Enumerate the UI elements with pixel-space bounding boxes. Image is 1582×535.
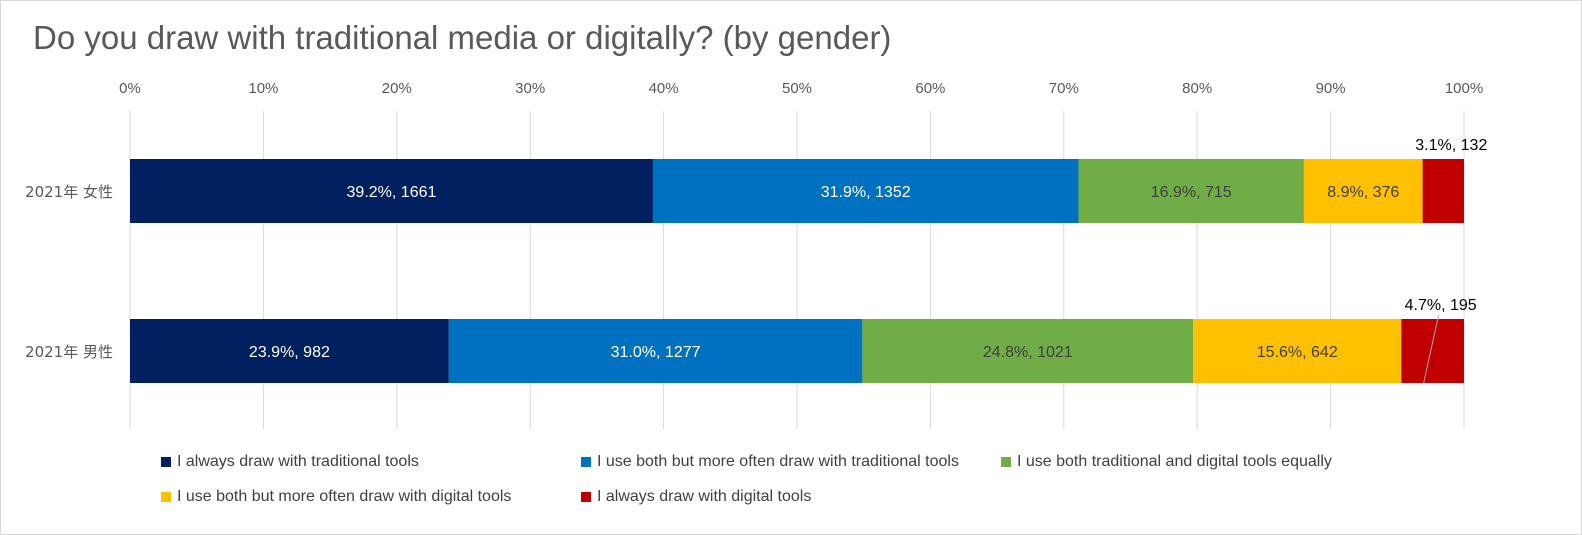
x-tick-label: 80% — [1182, 80, 1212, 97]
data-label: 23.9%, 982 — [249, 344, 330, 361]
data-label: 15.6%, 642 — [1257, 344, 1338, 361]
legend-item: I use both but more often draw with digi… — [161, 488, 511, 506]
x-tick-label: 90% — [1316, 80, 1346, 97]
legend-swatch — [1001, 457, 1011, 467]
bar-segment — [1303, 159, 1423, 223]
data-label: 31.9%, 1352 — [821, 184, 911, 201]
x-tick-label: 20% — [382, 80, 412, 97]
legend-swatch — [581, 492, 591, 502]
bar-segment — [130, 159, 653, 223]
legend-swatch — [581, 457, 591, 467]
x-tick-label: 50% — [782, 80, 812, 97]
legend-item: I always draw with digital tools — [581, 488, 811, 506]
data-label: 3.1%, 132 — [1415, 137, 1487, 154]
legend-swatch — [161, 457, 171, 467]
legend-item: I use both but more often draw with trad… — [581, 453, 959, 471]
chart-title: Do you draw with traditional media or di… — [33, 19, 892, 56]
legend-item: I always draw with traditional tools — [161, 453, 419, 471]
bar-segment — [1401, 319, 1464, 383]
bar-segment — [862, 319, 1194, 383]
legend-label: I always draw with traditional tools — [177, 453, 419, 470]
x-tick-label: 40% — [649, 80, 679, 97]
data-label-leader-line — [1423, 314, 1440, 384]
legend-label: I use both but more often draw with digi… — [177, 488, 512, 505]
bar-segment — [1193, 319, 1402, 383]
category-label: 2021年 女性 — [25, 183, 113, 201]
bar-segment — [448, 319, 863, 383]
x-tick-label: 0% — [119, 80, 141, 97]
legend-label: I use both traditional and digital tools… — [1017, 453, 1332, 470]
x-tick-label: 100% — [1445, 80, 1483, 97]
bar-segment — [1078, 159, 1304, 223]
legend-item: I use both traditional and digital tools… — [1001, 453, 1332, 471]
x-tick-label: 30% — [515, 80, 545, 97]
x-tick-label: 10% — [248, 80, 278, 97]
legend-label: I use both but more often draw with trad… — [597, 453, 959, 470]
category-label: 2021年 男性 — [25, 343, 113, 361]
data-label: 24.8%, 1021 — [983, 344, 1073, 361]
legend-label: I always draw with digital tools — [597, 488, 812, 505]
bar-segment — [1422, 159, 1464, 223]
data-label: 16.9%, 715 — [1151, 184, 1232, 201]
data-label: 31.0%, 1277 — [611, 344, 701, 361]
data-label: 39.2%, 1661 — [347, 184, 437, 201]
data-label: 8.9%, 376 — [1327, 184, 1399, 201]
x-tick-label: 60% — [915, 80, 945, 97]
x-tick-label: 70% — [1049, 80, 1079, 97]
data-label: 4.7%, 195 — [1405, 297, 1477, 314]
legend-swatch — [161, 492, 171, 502]
bar-segment — [130, 319, 449, 383]
bar-segment — [652, 159, 1079, 223]
